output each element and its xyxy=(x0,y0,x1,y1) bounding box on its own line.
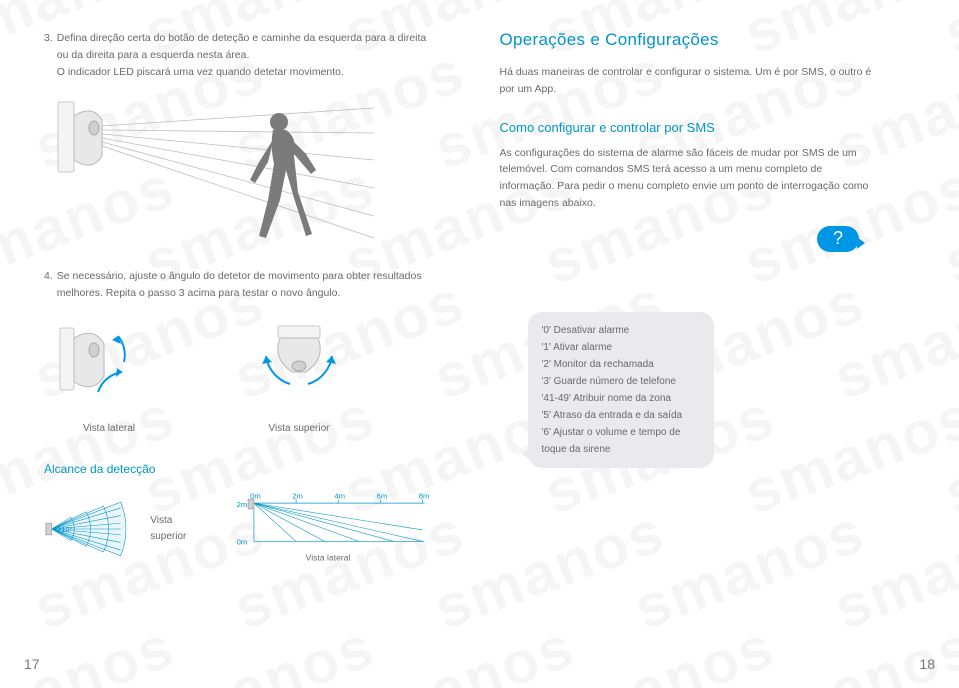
step-4: 4. Se necessário, ajuste o ângulo do det… xyxy=(44,268,440,302)
range-top-label: Vista superior xyxy=(150,513,208,545)
sms-intro: As configurações do sistema de alarme sã… xyxy=(500,145,880,212)
page-number-right: 18 xyxy=(919,656,935,672)
range-side-chart: 0m 2m 4m 6m 8m 2m 0m Vista lateral xyxy=(229,490,440,568)
range-angle: 110° xyxy=(57,525,72,534)
sms-menu-5: '5' Atraso da entrada e da saída xyxy=(542,407,700,424)
svg-text:Vista lateral: Vista lateral xyxy=(305,553,350,563)
svg-text:4m: 4m xyxy=(334,491,345,500)
step-3-text: Defina direção certa do botão de deteção… xyxy=(57,30,440,80)
sms-question-bubble: ? xyxy=(817,226,859,252)
svg-text:6m: 6m xyxy=(376,491,387,500)
step-4-num: 4. xyxy=(44,268,53,302)
sms-menu-3: '3' Guarde número de telefone xyxy=(542,373,700,390)
range-heading: Alcance da detecção xyxy=(44,462,440,476)
label-top-view: Vista superior xyxy=(244,423,354,434)
svg-text:2m: 2m xyxy=(236,500,247,509)
step-3-num: 3. xyxy=(44,30,53,80)
step-3: 3. Defina direção certa do botão de dete… xyxy=(44,30,440,80)
svg-text:8m: 8m xyxy=(418,491,429,500)
svg-text:2m: 2m xyxy=(292,491,303,500)
ops-intro: Há duas maneiras de controlar e configur… xyxy=(500,64,880,98)
heading-sms: Como configurar e controlar por SMS xyxy=(500,120,920,135)
svg-text:0m: 0m xyxy=(236,537,247,546)
svg-text:0m: 0m xyxy=(250,491,261,500)
range-top-fan: 110° xyxy=(44,497,130,561)
sms-menu-4: '41-49' Atribuir nome da zona xyxy=(542,390,700,407)
label-side-view: Vista lateral xyxy=(54,423,164,434)
sms-menu-6: '6' Ajustar o volume e tempo de toque da… xyxy=(542,424,700,458)
sms-menu-2: '2' Monitor da rechamada xyxy=(542,356,700,373)
figure-top-view xyxy=(244,322,354,412)
sms-menu-1: '1' Ativar alarme xyxy=(542,339,700,356)
page-number-left: 17 xyxy=(24,656,40,672)
figure-side-view xyxy=(54,322,164,412)
heading-operations: Operações e Configurações xyxy=(500,30,920,50)
sms-menu-bubble: '0' Desativar alarme '1' Ativar alarme '… xyxy=(528,312,714,468)
figure-detection-walk xyxy=(54,98,414,243)
figure-rotation-views: Vista lateral Vista superior xyxy=(54,322,440,434)
step-4-text: Se necessário, ajuste o ângulo do deteto… xyxy=(57,268,440,302)
sms-menu-0: '0' Desativar alarme xyxy=(542,322,700,339)
